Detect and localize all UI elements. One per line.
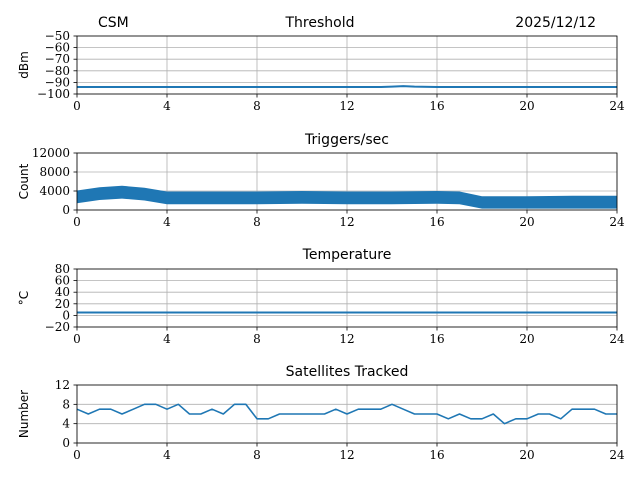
y-tick-label: −80: [45, 64, 70, 78]
y-tick-label: −20: [45, 320, 70, 334]
x-tick-label: 0: [73, 215, 81, 229]
header-left-label: CSM: [98, 15, 129, 31]
x-tick-label: 24: [609, 215, 625, 229]
x-tick-label: 20: [519, 448, 534, 462]
x-tick-label: 20: [519, 215, 534, 229]
x-tick-label: 12: [339, 448, 354, 462]
y-tick-label: 0: [62, 436, 70, 450]
y-tick-label: −70: [45, 52, 70, 66]
y-tick-label: −50: [45, 29, 70, 43]
x-tick-label: 8: [253, 448, 261, 462]
x-tick-label: 4: [163, 332, 171, 346]
y-tick-label: 4: [62, 417, 70, 431]
x-tick-label: 8: [253, 215, 261, 229]
x-tick-label: 16: [429, 332, 444, 346]
x-tick-label: 24: [609, 332, 625, 346]
axes-frame: [76, 268, 618, 328]
x-tick-label: 12: [339, 99, 354, 113]
x-tick-label: 4: [163, 215, 171, 229]
y-tick-label: 40: [55, 285, 70, 299]
x-tick-label: 16: [429, 448, 444, 462]
satellites-panel: Satellites Tracked 0 4 8 12 16 20 24 12 8 4 0 Numbe…: [17, 364, 625, 462]
x-tick-label: 12: [339, 215, 354, 229]
x-tick-label: 20: [519, 99, 534, 113]
y-tick-label: 12000: [32, 146, 70, 160]
axes-frame: [76, 152, 618, 211]
y-tick-label: 20: [55, 297, 70, 311]
x-tick-label: 16: [429, 215, 444, 229]
y-tick-label: 4000: [39, 184, 70, 198]
y-axis-label: Number: [17, 390, 31, 438]
satellites-title: Satellites Tracked: [286, 364, 409, 380]
header-center-title: Threshold: [285, 15, 355, 31]
x-tick-label: 4: [163, 99, 171, 113]
axes-frame: [76, 35, 618, 95]
y-tick-label: −90: [45, 75, 70, 89]
y-axis-label: °C: [17, 291, 31, 305]
x-tick-label: 16: [429, 99, 444, 113]
y-tick-label: −60: [45, 41, 70, 55]
threshold-panel: 0 4 8 12 16 20 24 −50−60−70−80−90−100 dBm: [17, 29, 625, 113]
y-tick-label: −100: [37, 87, 70, 101]
x-tick-label: 0: [73, 99, 81, 113]
y-tick-label: 80: [55, 262, 70, 276]
y-axis-label: Count: [17, 163, 31, 199]
header-right-date: 2025/12/12: [515, 15, 596, 31]
x-tick-label: 24: [609, 448, 625, 462]
axes-frame: [76, 384, 618, 444]
x-tick-label: 12: [339, 332, 354, 346]
x-tick-label: 0: [73, 448, 81, 462]
y-axis-label: dBm: [17, 51, 31, 79]
x-tick-label: 24: [609, 99, 625, 113]
y-tick-label: 0: [62, 308, 70, 322]
y-tick-label: 0: [62, 203, 70, 217]
y-tick-label: 8: [62, 397, 70, 411]
x-tick-label: 8: [253, 332, 261, 346]
triggers-panel: Triggers/sec 0 4 8 12 16 20 24 12000 8000 4000 0 Co…: [17, 132, 625, 229]
triggers-title: Triggers/sec: [304, 132, 389, 148]
temperature-title: Temperature: [302, 247, 392, 263]
y-tick-label: 8000: [39, 165, 70, 179]
x-tick-label: 0: [73, 332, 81, 346]
series-band: [77, 185, 617, 209]
series-line: [76, 403, 617, 425]
series-line: [77, 85, 617, 88]
y-tick-label: 12: [55, 378, 70, 392]
y-tick-label: 60: [55, 274, 70, 288]
x-tick-label: 20: [519, 332, 534, 346]
x-tick-label: 8: [253, 99, 261, 113]
x-tick-label: 4: [163, 448, 171, 462]
